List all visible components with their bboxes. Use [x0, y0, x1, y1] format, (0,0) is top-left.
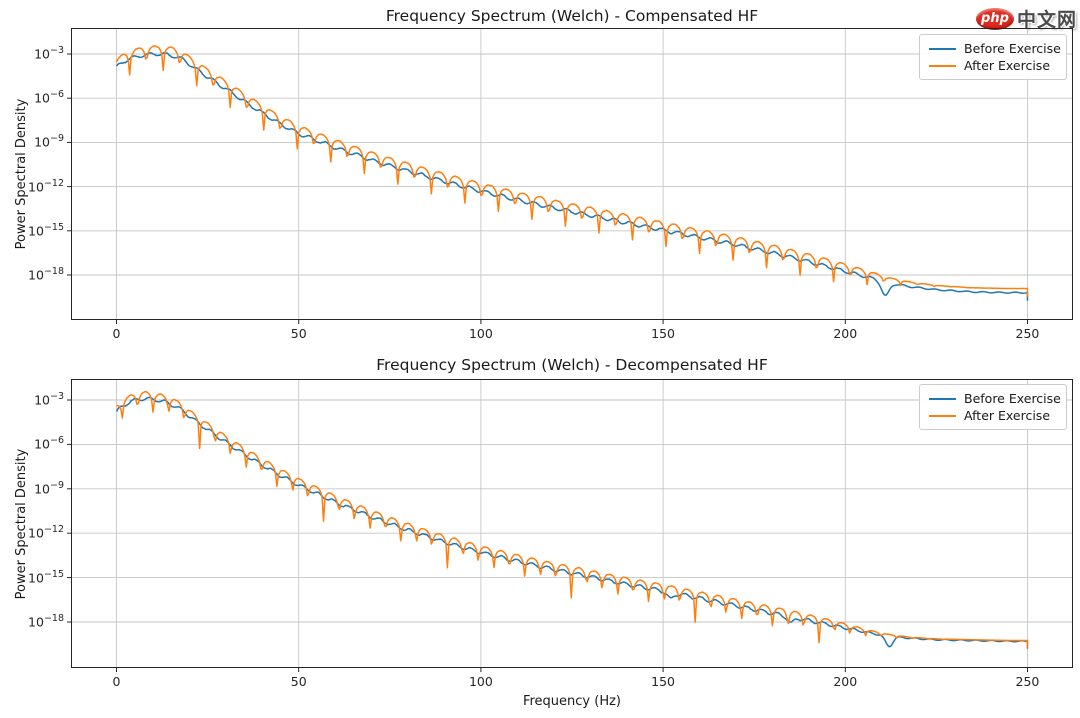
plot-svg [67, 379, 1073, 672]
y-tick-label: 10−15 [28, 568, 64, 585]
y-tick-label: 10−18 [28, 266, 64, 283]
x-tick-label: 250 [1015, 326, 1040, 341]
legend-label: Before Exercise [964, 391, 1061, 406]
legend-item-before: Before Exercise [929, 40, 1061, 57]
y-tick-label: 10−3 [34, 391, 64, 408]
legend: Before Exercise After Exercise [919, 384, 1067, 430]
y-tick-label: 10−6 [34, 435, 64, 452]
y-axis-label: Power Spectral Density [14, 98, 29, 250]
y-tick-label: 10−12 [28, 524, 64, 541]
x-tick-label: 100 [468, 674, 493, 689]
legend: Before Exercise After Exercise [919, 34, 1067, 80]
axes-spine [71, 379, 1073, 668]
legend-line-after-icon [929, 64, 956, 67]
plot-area-compensated [67, 28, 1073, 324]
x-tick-label: 50 [290, 326, 307, 341]
axes-spine [71, 28, 1073, 320]
before-exercise-line [115, 51, 1029, 301]
x-tick-label: 200 [833, 674, 858, 689]
x-axis-label: Frequency (Hz) [522, 694, 622, 709]
x-tick-label: 250 [1015, 674, 1040, 689]
chart-title-compensated: Frequency Spectrum (Welch) - Compensated… [385, 7, 759, 25]
after-exercise-line [116, 390, 1029, 648]
x-tick-label: 50 [290, 674, 307, 689]
x-tick-label: 150 [651, 674, 676, 689]
legend-line-after-icon [929, 414, 956, 417]
y-tick-label: 10−3 [34, 45, 64, 62]
after-exercise-line [115, 45, 1029, 297]
x-tick-label: 150 [651, 326, 676, 341]
before-exercise-line [115, 396, 1029, 649]
legend-item-after: After Exercise [929, 407, 1058, 424]
legend-line-before-icon [929, 397, 956, 400]
x-tick-label: 100 [468, 326, 493, 341]
legend-item-before: Before Exercise [929, 390, 1061, 407]
php-cn-label: 中文网 [1016, 9, 1077, 31]
legend-label: After Exercise [964, 408, 1051, 423]
y-tick-label: 10−18 [28, 613, 64, 630]
chart-title-decompensated: Frequency Spectrum (Welch) - Decompensat… [376, 356, 768, 374]
legend-label: Before Exercise [964, 41, 1061, 56]
legend-label: After Exercise [964, 58, 1051, 73]
plot-svg [67, 28, 1073, 324]
y-tick-label: 10−15 [28, 221, 64, 239]
x-tick-label: 0 [112, 674, 121, 689]
x-tick-label: 200 [833, 326, 858, 341]
legend-line-before-icon [929, 47, 956, 50]
php-logo-badge: php [975, 7, 1014, 30]
php-cn-watermark: php 中文网 [975, 5, 1077, 32]
y-tick-label: 10−12 [28, 177, 64, 194]
y-tick-label: 10−6 [34, 89, 64, 106]
legend-item-after: After Exercise [929, 57, 1058, 74]
y-tick-label: 10−9 [34, 133, 64, 150]
x-tick-label: 0 [112, 326, 121, 341]
plot-area-decompensated [67, 379, 1073, 672]
y-axis-label: Power Spectral Density [14, 448, 29, 600]
y-tick-label: 10−9 [34, 479, 64, 497]
